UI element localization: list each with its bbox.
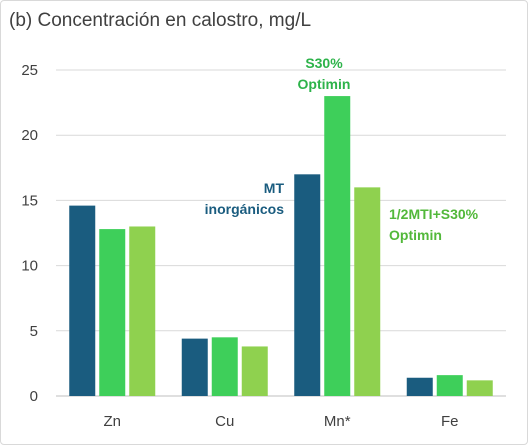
y-tick-label: 10 <box>21 258 38 275</box>
bar-zn-series-3 <box>129 226 156 396</box>
y-tick-label: 15 <box>21 192 38 209</box>
series-annotation-1: inorgánicos <box>205 201 285 217</box>
y-tick-label: 0 <box>30 388 38 405</box>
x-category-label: Cu <box>215 413 234 430</box>
bar-zn-series-1 <box>69 205 96 396</box>
bar-mn-series-1 <box>294 174 321 396</box>
bar-fe-series-2 <box>436 375 463 396</box>
series-annotation-2: S30% <box>305 55 343 71</box>
bar-cu-series-2 <box>211 337 238 396</box>
bar-mn-series-2 <box>324 96 351 396</box>
series-annotation-3: Optimin <box>389 227 442 243</box>
bar-zn-series-2 <box>99 229 126 396</box>
series-annotation-2: Optimin <box>298 76 351 92</box>
bar-fe-series-3 <box>466 380 493 396</box>
bar-fe-series-1 <box>406 377 433 396</box>
x-category-label: Zn <box>103 413 121 430</box>
y-tick-label: 25 <box>21 62 38 79</box>
x-category-label: Fe <box>441 413 459 430</box>
bar-mn-series-3 <box>354 187 381 396</box>
chart-title: (b) Concentración en calostro, mg/L <box>9 10 311 31</box>
series-annotation-1: MT <box>264 180 285 196</box>
bar-cu-series-1 <box>181 338 208 396</box>
x-category-label: Mn* <box>324 413 351 430</box>
series-annotation-3: 1/2MTI+S30% <box>389 206 479 222</box>
y-tick-label: 20 <box>21 127 38 144</box>
bar-cu-series-3 <box>241 346 268 396</box>
y-tick-label: 5 <box>30 323 38 340</box>
